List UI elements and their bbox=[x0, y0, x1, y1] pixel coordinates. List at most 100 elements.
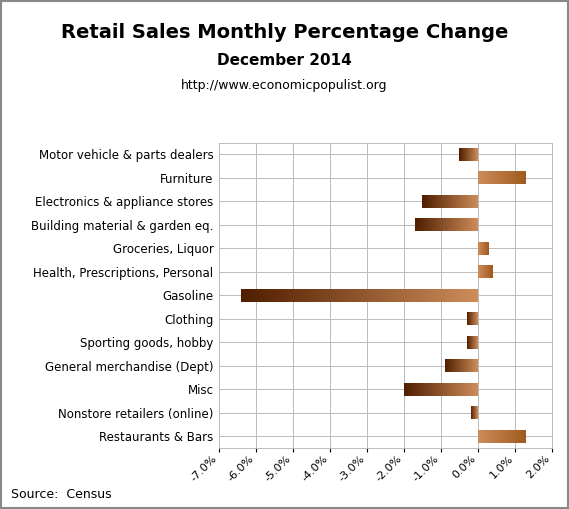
Bar bbox=[476, 218, 477, 231]
Bar bbox=[475, 195, 476, 208]
Bar bbox=[472, 289, 475, 302]
Bar bbox=[460, 359, 461, 372]
Bar bbox=[461, 359, 463, 372]
Bar bbox=[333, 289, 336, 302]
Bar bbox=[476, 148, 477, 161]
Bar bbox=[427, 218, 428, 231]
Bar bbox=[439, 383, 440, 395]
Bar bbox=[515, 172, 516, 184]
Bar bbox=[491, 430, 492, 443]
Bar bbox=[467, 359, 468, 372]
Bar bbox=[525, 172, 526, 184]
Bar bbox=[474, 218, 475, 231]
Bar bbox=[450, 195, 451, 208]
Bar bbox=[483, 430, 484, 443]
Bar bbox=[503, 430, 504, 443]
Bar bbox=[451, 218, 452, 231]
Bar bbox=[450, 383, 451, 395]
Bar bbox=[465, 195, 466, 208]
Bar bbox=[498, 430, 500, 443]
Bar bbox=[505, 430, 506, 443]
Bar bbox=[488, 172, 489, 184]
Bar bbox=[456, 359, 457, 372]
Bar bbox=[490, 430, 492, 443]
Bar bbox=[463, 148, 464, 161]
Bar bbox=[473, 148, 474, 161]
Bar bbox=[488, 430, 489, 443]
Bar bbox=[449, 218, 450, 231]
Bar bbox=[357, 289, 360, 302]
Bar bbox=[481, 430, 482, 443]
Bar bbox=[456, 218, 457, 231]
Bar bbox=[433, 218, 434, 231]
Bar bbox=[469, 218, 471, 231]
Bar bbox=[453, 195, 454, 208]
Bar bbox=[432, 218, 434, 231]
Bar bbox=[351, 289, 354, 302]
Bar bbox=[460, 148, 461, 161]
Bar bbox=[271, 289, 274, 302]
Bar bbox=[472, 195, 473, 208]
Bar bbox=[488, 430, 489, 443]
Bar bbox=[440, 195, 441, 208]
Bar bbox=[489, 430, 490, 443]
Bar bbox=[502, 172, 504, 184]
Bar bbox=[458, 195, 459, 208]
Bar bbox=[436, 218, 438, 231]
Bar bbox=[470, 148, 471, 161]
Bar bbox=[438, 218, 439, 231]
Bar bbox=[474, 383, 476, 395]
Bar bbox=[489, 430, 490, 443]
Bar bbox=[407, 289, 410, 302]
Bar bbox=[517, 172, 518, 184]
Bar bbox=[432, 218, 433, 231]
Bar bbox=[500, 430, 501, 443]
Bar bbox=[411, 383, 413, 395]
Bar bbox=[392, 289, 395, 302]
Bar bbox=[446, 359, 447, 372]
Bar bbox=[461, 148, 462, 161]
Bar bbox=[448, 218, 450, 231]
Bar bbox=[476, 359, 477, 372]
Bar bbox=[468, 218, 469, 231]
Bar bbox=[444, 195, 445, 208]
Bar bbox=[409, 383, 410, 395]
Bar bbox=[468, 359, 469, 372]
Bar bbox=[479, 430, 480, 443]
Bar bbox=[440, 383, 442, 395]
Bar bbox=[306, 289, 310, 302]
Bar bbox=[416, 218, 417, 231]
Bar bbox=[473, 148, 474, 161]
Bar bbox=[404, 289, 407, 302]
Bar bbox=[446, 218, 447, 231]
Bar bbox=[413, 383, 415, 395]
Bar bbox=[494, 172, 495, 184]
Bar bbox=[469, 359, 471, 372]
Bar bbox=[498, 172, 500, 184]
Bar bbox=[418, 383, 419, 395]
Bar bbox=[459, 195, 460, 208]
Bar bbox=[444, 359, 446, 372]
Bar bbox=[446, 359, 447, 372]
Bar bbox=[428, 218, 430, 231]
Bar bbox=[451, 359, 452, 372]
Bar bbox=[434, 195, 435, 208]
Bar bbox=[465, 148, 466, 161]
Bar bbox=[434, 289, 437, 302]
Bar bbox=[473, 359, 474, 372]
Bar bbox=[440, 195, 442, 208]
Bar bbox=[467, 148, 468, 161]
Bar bbox=[475, 359, 476, 372]
Bar bbox=[514, 172, 515, 184]
Bar bbox=[505, 172, 506, 184]
Bar bbox=[523, 430, 524, 443]
Bar bbox=[416, 383, 417, 395]
Bar bbox=[441, 218, 442, 231]
Bar bbox=[478, 148, 479, 161]
Bar bbox=[460, 148, 461, 161]
Bar bbox=[444, 383, 446, 395]
Bar bbox=[483, 172, 484, 184]
Bar bbox=[467, 359, 468, 372]
Bar bbox=[419, 289, 422, 302]
Bar bbox=[447, 218, 448, 231]
